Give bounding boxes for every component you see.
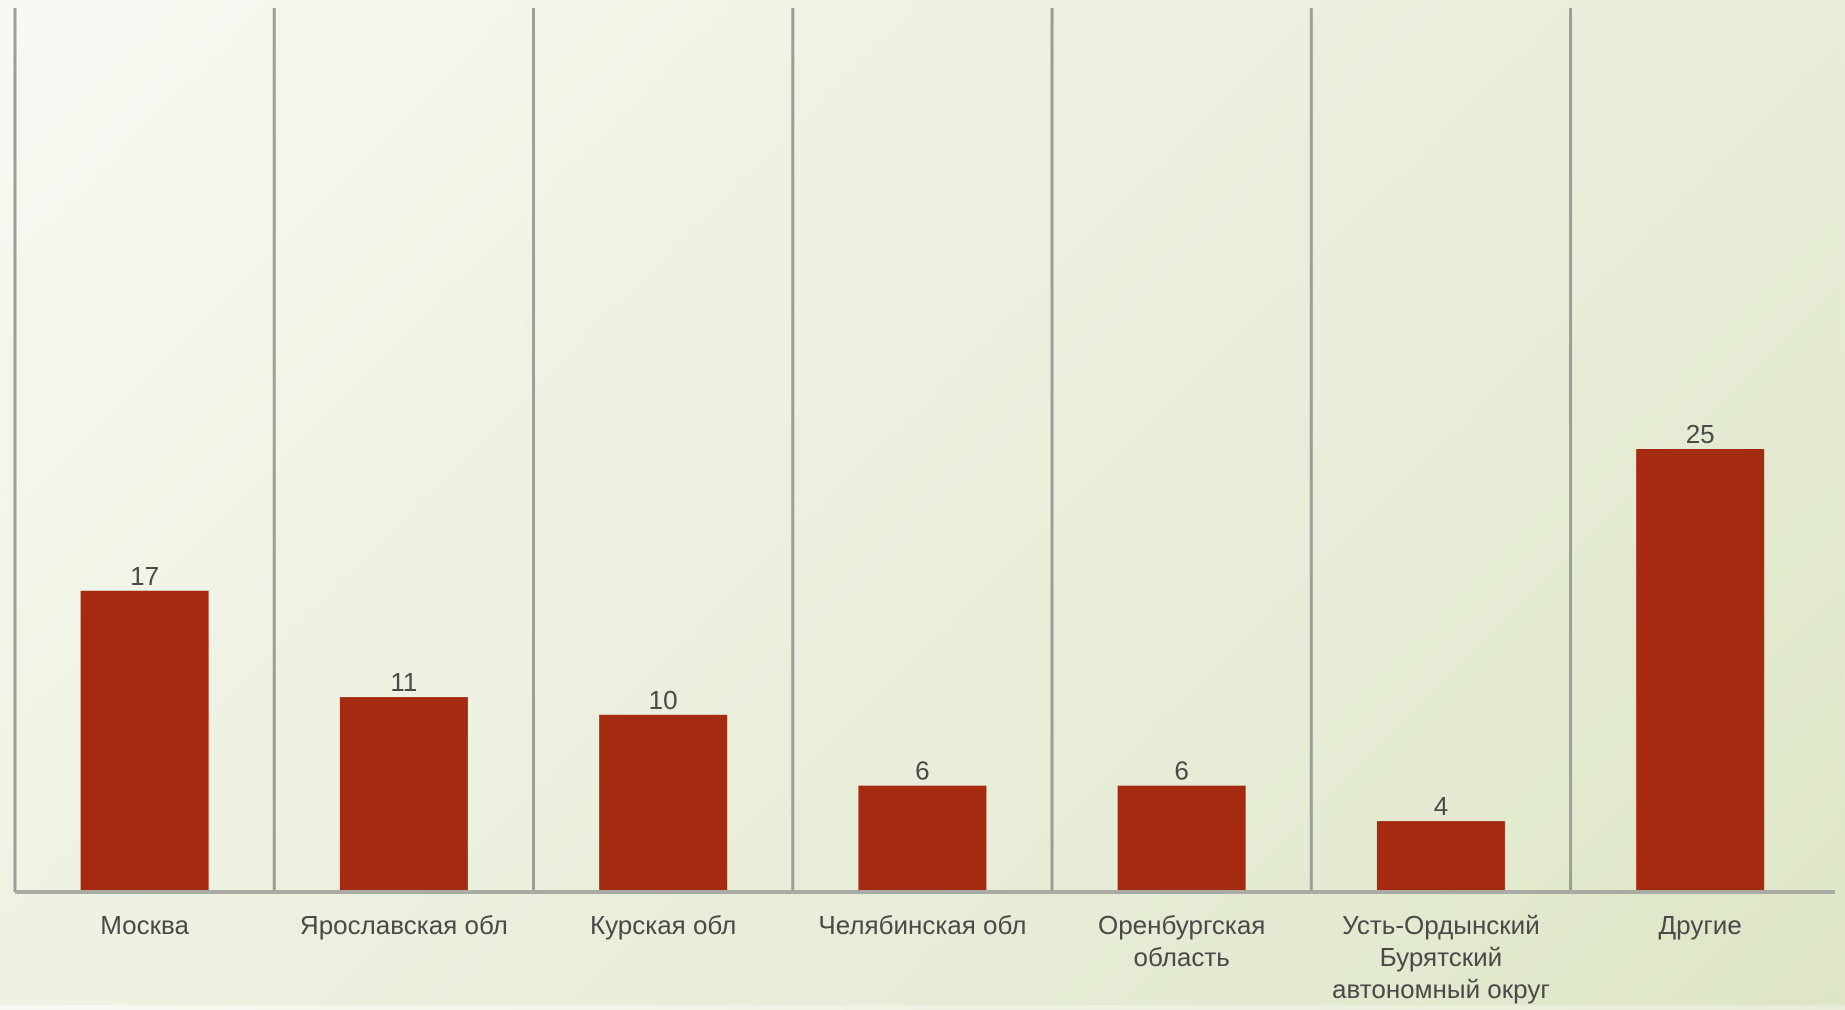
bar [599,714,728,892]
category-label-line: область [1134,942,1230,972]
value-label: 6 [1174,756,1188,786]
category-label: Другие [1659,910,1742,940]
category-label-line: Бурятский [1380,942,1502,972]
value-labels: 17 11 10 6 6 4 25 [130,419,1714,821]
category-label: Москва [100,910,189,940]
category-label: Усть-Ордынский Бурятский автономный округ [1332,910,1550,1004]
bars [80,449,1765,892]
category-label: Оренбургская область [1098,910,1265,972]
bar [80,590,209,892]
bar [339,697,468,892]
value-label: 10 [649,685,678,715]
category-label-line: Оренбургская [1098,910,1265,940]
category-labels: Москва Ярославская обл Курская обл Челябинс… [100,910,1742,1004]
value-label: 17 [130,561,159,591]
category-label: Ярославская обл [300,910,508,940]
bar [1376,821,1505,892]
bar [858,785,987,892]
category-label-line: Другие [1659,910,1742,940]
category-label-line: Москва [100,910,189,940]
value-label: 4 [1434,791,1448,821]
category-label-line: Челябинская обл [818,910,1026,940]
category-label-line: Усть-Ордынский [1342,910,1540,940]
category-label: Челябинская обл [818,910,1026,940]
category-label-line: автономный округ [1332,974,1550,1004]
category-label-line: Ярославская обл [300,910,508,940]
category-label-line: Курская обл [590,910,736,940]
value-label: 6 [915,756,929,786]
category-label: Курская обл [590,910,736,940]
value-label: 25 [1686,419,1715,449]
grid-lines [13,8,1573,892]
bar [1636,449,1765,892]
bar [1117,785,1246,892]
value-label: 11 [390,667,417,697]
